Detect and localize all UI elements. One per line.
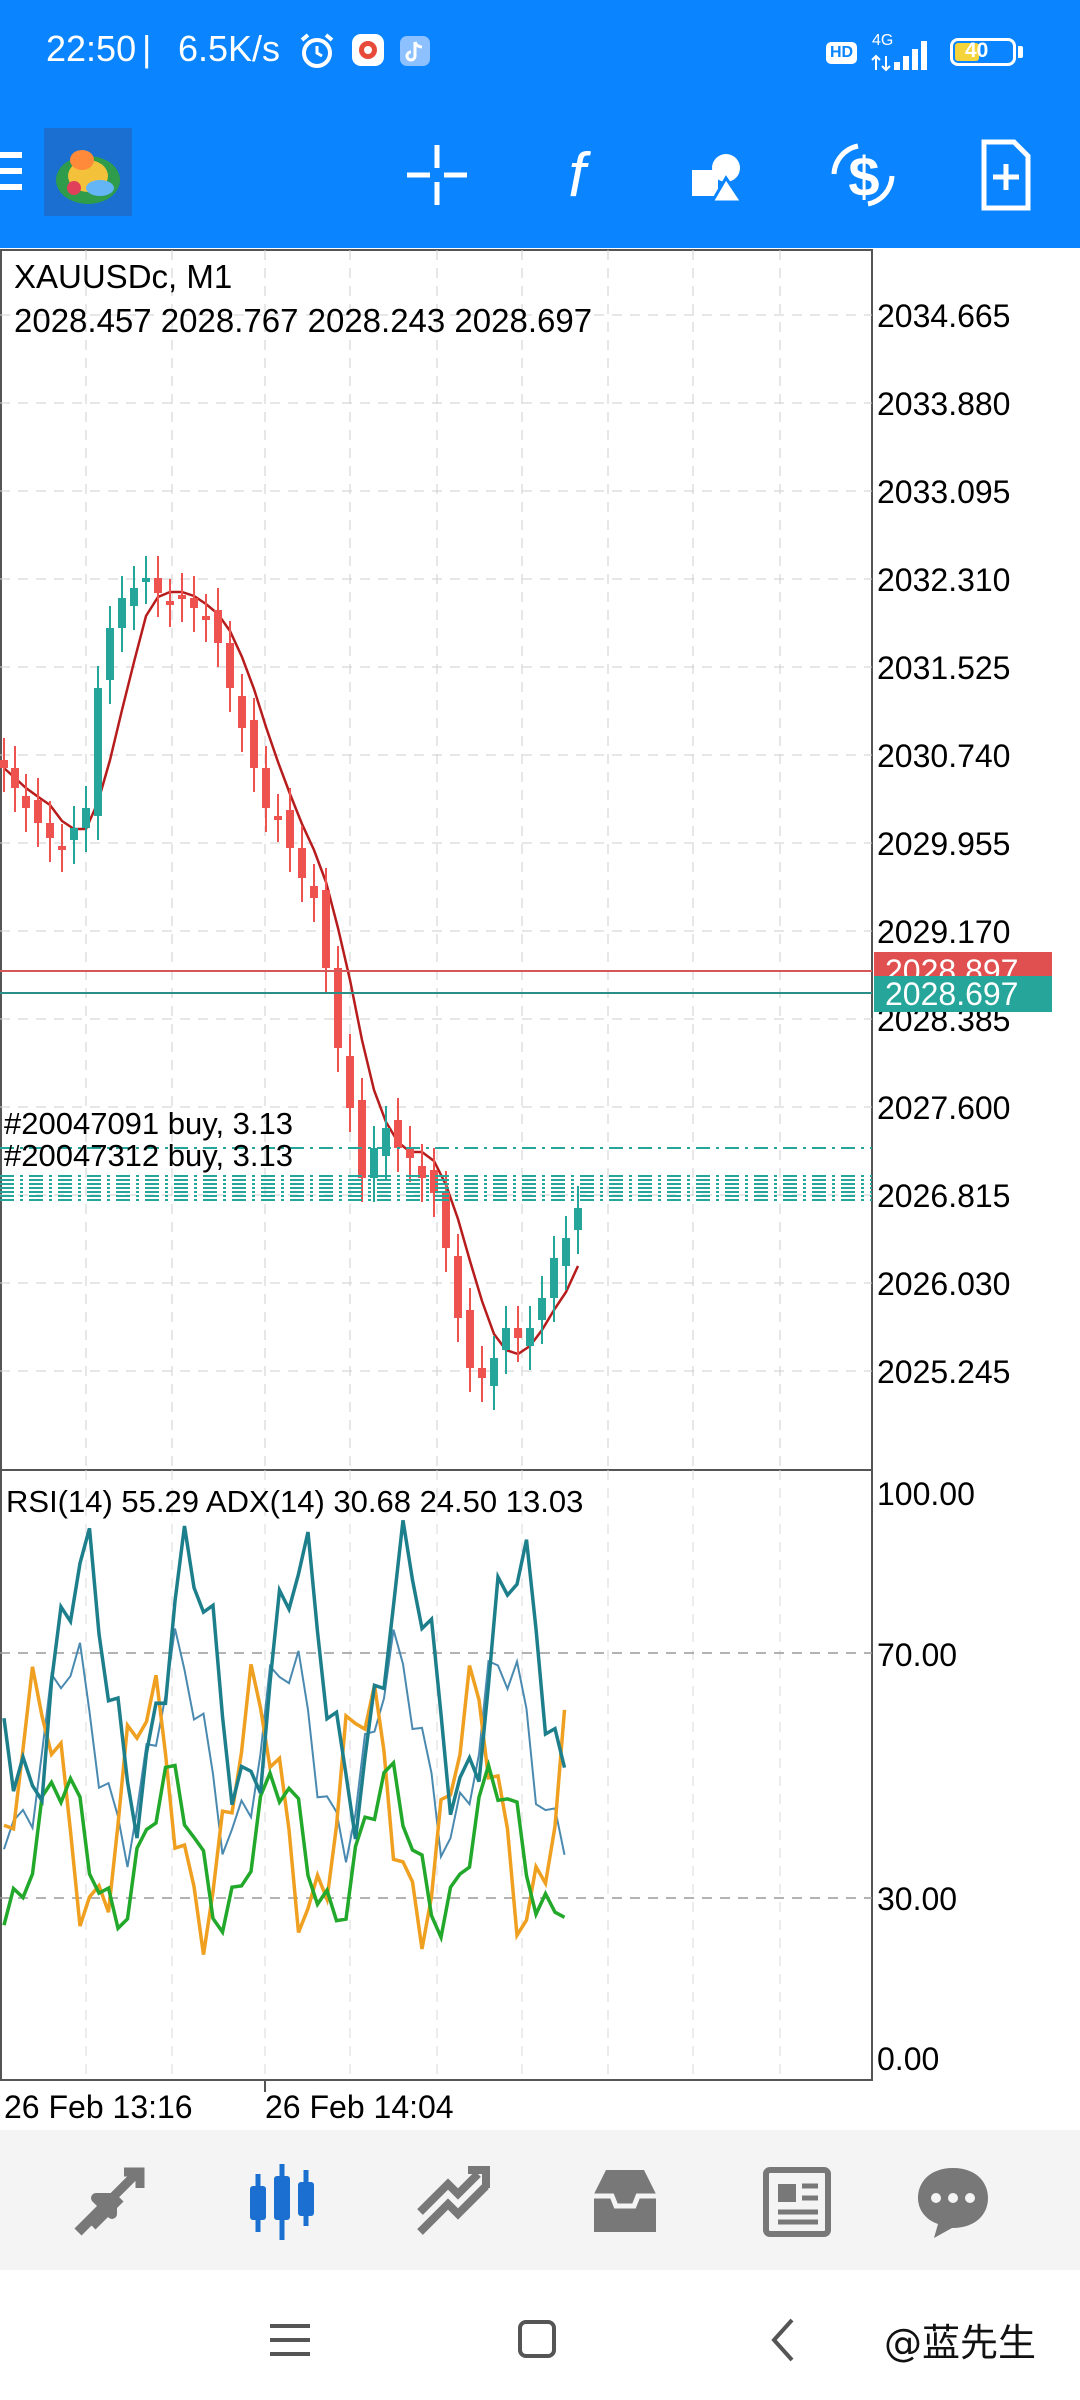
chart-icon[interactable] bbox=[236, 2156, 326, 2246]
objects-icon[interactable] bbox=[672, 130, 762, 220]
indicator-label: RSI(14) 55.29 ADX(14) 30.68 24.50 13.03 bbox=[6, 1484, 583, 1519]
price-tick: 2034.665 bbox=[877, 298, 1010, 334]
toolbar: f $ bbox=[0, 110, 1080, 248]
price-tick: 2025.245 bbox=[877, 1354, 1010, 1390]
order-label-2: #20047312 buy, 3.13 bbox=[4, 1138, 293, 1173]
back-button[interactable] bbox=[754, 2310, 814, 2370]
order-lines bbox=[0, 1147, 872, 1201]
trade-nav-icon[interactable] bbox=[408, 2156, 498, 2246]
chart-canvas[interactable]: XAUUSDc, M1 2028.457 2028.767 2028.243 2… bbox=[0, 248, 1080, 2130]
app-notification-icon bbox=[352, 34, 384, 66]
watermark: @蓝先生 bbox=[884, 2321, 1037, 2365]
messages-icon[interactable] bbox=[908, 2156, 998, 2246]
price-tick: 2031.525 bbox=[877, 650, 1010, 686]
ohlc-label: 2028.457 2028.767 2028.243 2028.697 bbox=[14, 302, 592, 339]
bid-price-label: 2028.697 bbox=[885, 976, 1018, 1012]
order-label-1: #20047091 buy, 3.13 bbox=[4, 1106, 293, 1141]
price-tick: 2029.955 bbox=[877, 826, 1010, 862]
home-button[interactable] bbox=[506, 2310, 566, 2370]
crosshair-icon[interactable] bbox=[392, 130, 482, 220]
time-tick: 26 Feb 13:16 bbox=[4, 2089, 193, 2125]
price-axis: 2034.665 2033.880 2033.095 2032.310 2031… bbox=[877, 298, 1010, 1390]
system-nav: @蓝先生 bbox=[0, 2270, 1080, 2400]
price-tick: 2026.815 bbox=[877, 1178, 1010, 1214]
alarm-icon bbox=[300, 33, 334, 68]
price-tick: 2032.310 bbox=[877, 562, 1010, 598]
main-grid bbox=[0, 250, 872, 1470]
battery-icon: 40 bbox=[950, 38, 1016, 66]
svg-text:$: $ bbox=[848, 145, 879, 208]
battery-level: 40 bbox=[965, 39, 989, 62]
menu-icon[interactable] bbox=[0, 148, 32, 198]
status-bar: 22:50 | 6.5K/s HD 4G bbox=[0, 0, 1080, 110]
app-header: 22:50 | 6.5K/s HD 4G bbox=[0, 0, 1080, 248]
news-icon[interactable] bbox=[752, 2156, 842, 2246]
price-tick: 2033.880 bbox=[877, 386, 1010, 422]
indicator-tick: 30.00 bbox=[877, 1881, 957, 1917]
network-type: 4G bbox=[872, 32, 894, 49]
status-speed: 6.5K/s bbox=[178, 28, 281, 69]
status-separator: | bbox=[142, 28, 152, 69]
trade-icon[interactable]: $ bbox=[818, 130, 908, 220]
hd-badge: HD bbox=[826, 42, 858, 64]
function-icon[interactable]: f bbox=[532, 130, 622, 220]
tiktok-icon bbox=[400, 36, 430, 66]
price-tick: 2026.030 bbox=[877, 1266, 1010, 1302]
status-time: 22:50 bbox=[46, 28, 137, 69]
indicator-lines bbox=[2, 1519, 567, 1955]
bid-price-tag bbox=[874, 976, 1052, 1012]
indicator-tick: 0.00 bbox=[877, 2041, 939, 2077]
candlesticks bbox=[0, 556, 582, 1410]
price-tick: 2033.095 bbox=[877, 474, 1010, 510]
quotes-icon[interactable] bbox=[64, 2156, 154, 2246]
new-order-icon[interactable] bbox=[960, 130, 1050, 220]
price-tick: 2029.170 bbox=[877, 914, 1010, 950]
history-icon[interactable] bbox=[580, 2156, 670, 2246]
price-tick: 2030.740 bbox=[877, 738, 1010, 774]
time-tick: 26 Feb 14:04 bbox=[265, 2089, 454, 2125]
chart-area[interactable]: XAUUSDc, M1 2028.457 2028.767 2028.243 2… bbox=[0, 248, 1080, 2130]
symbol-label: XAUUSDc, M1 bbox=[14, 258, 232, 295]
indicator-tick: 100.00 bbox=[877, 1476, 975, 1512]
svg-text:f: f bbox=[568, 141, 591, 210]
app-logo[interactable] bbox=[44, 128, 132, 216]
recents-button[interactable] bbox=[260, 2310, 320, 2370]
signal-icon bbox=[871, 41, 927, 72]
bottom-nav bbox=[0, 2130, 1080, 2270]
price-tick: 2027.600 bbox=[877, 1090, 1010, 1126]
indicator-tick: 70.00 bbox=[877, 1637, 957, 1673]
